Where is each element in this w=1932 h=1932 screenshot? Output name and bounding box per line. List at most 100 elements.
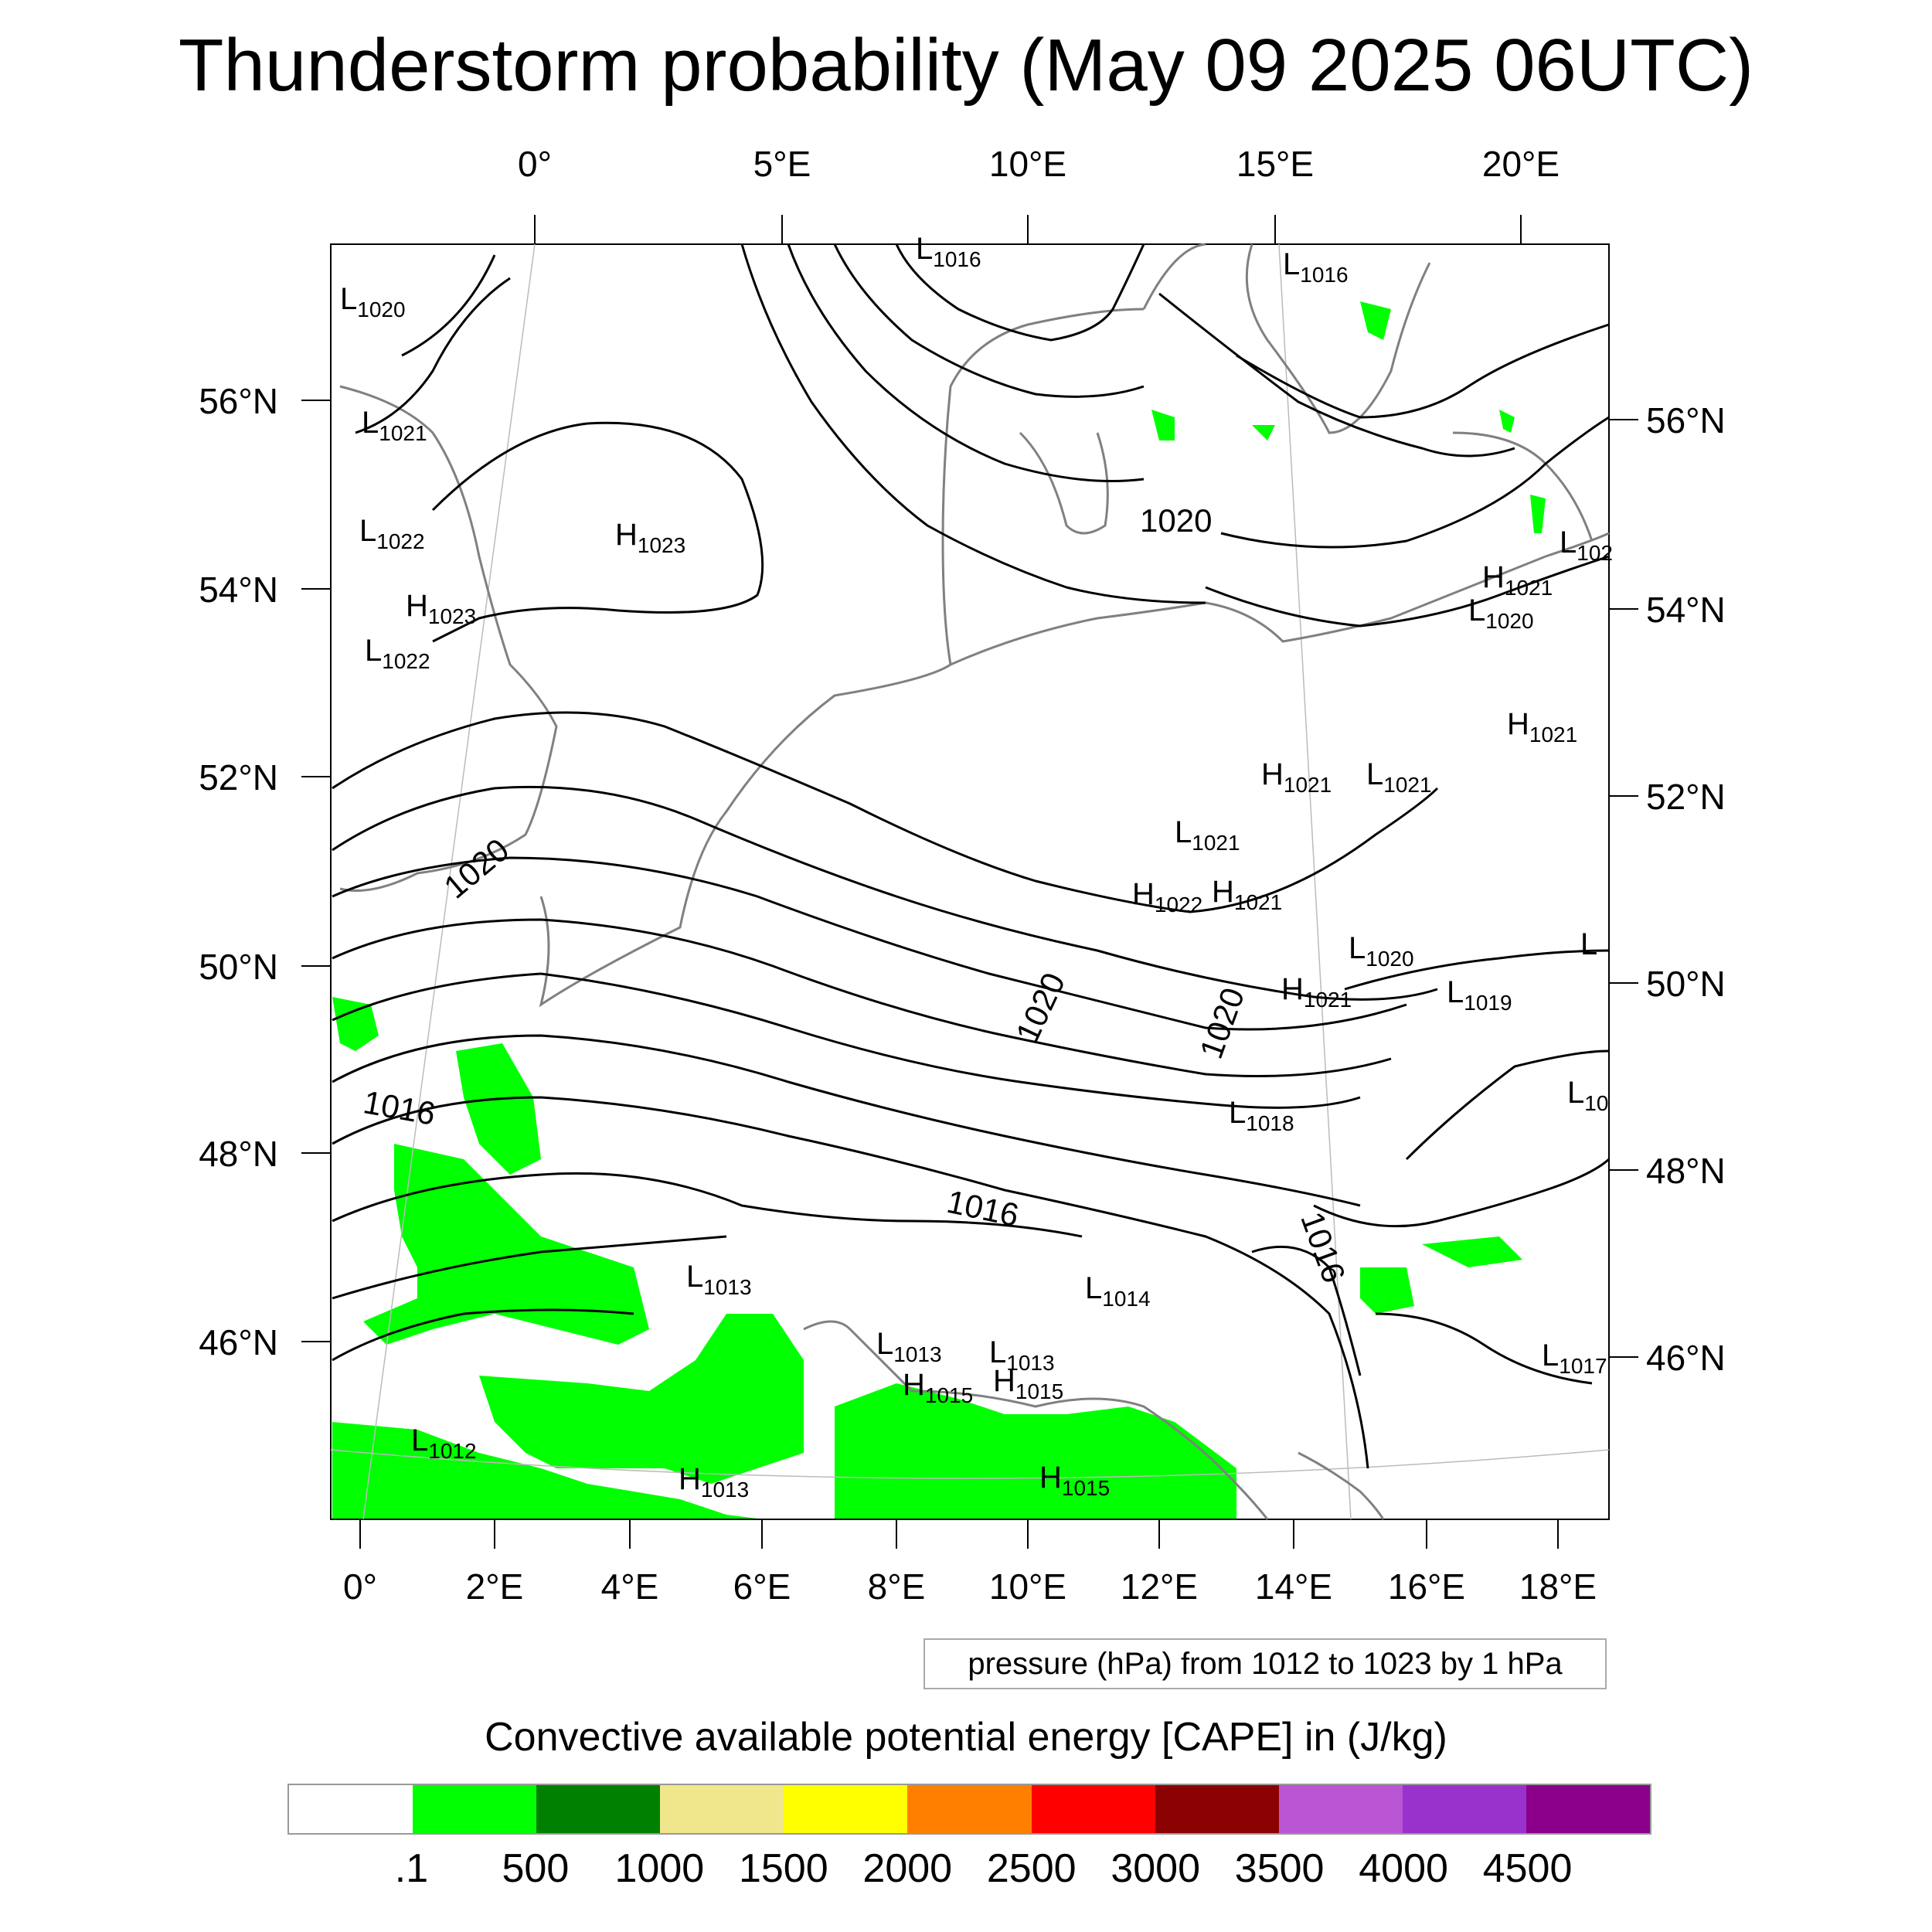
cape-area-alps [835, 1383, 1236, 1519]
pressure-center: H1022 [1132, 877, 1203, 917]
pressure-center: H1013 [679, 1462, 750, 1502]
pressure-center: H1021 [1281, 972, 1352, 1012]
lat-label-left: 56°N [199, 381, 278, 421]
cape-areas [332, 301, 1546, 1519]
pressure-center: L1014 [1085, 1271, 1151, 1311]
cape-area-baltic [1499, 410, 1515, 433]
cape-area-france-central [363, 1144, 649, 1345]
pressure-center: H1015 [903, 1368, 974, 1407]
pressure-center: L1016 [1283, 247, 1349, 287]
colorbar [287, 1784, 1651, 1835]
colorbar-swatch [413, 1785, 537, 1833]
colorbar-tick-label: 4500 [1482, 1846, 1573, 1891]
colorbar-swatch [907, 1785, 1032, 1833]
colorbar-swatch [1526, 1785, 1651, 1833]
pressure-center: L1013 [876, 1327, 942, 1366]
coast-baltic-south [950, 532, 1610, 666]
colorbar-swatch [1031, 1785, 1155, 1833]
colorbar-tick-label: 4000 [1359, 1846, 1448, 1891]
pressure-center: H1015 [1039, 1461, 1111, 1500]
colorbar-swatch [1278, 1785, 1403, 1833]
lon-label-bottom: 4°E [600, 1566, 659, 1607]
lat-label-right: 54°N [1646, 590, 1726, 630]
colorbar-tick-label: 3000 [1111, 1846, 1201, 1891]
pressure-center: L1021 [362, 406, 427, 445]
colorbar-swatch [536, 1785, 661, 1833]
colorbar-tick-label: 1500 [738, 1846, 828, 1891]
coast-britain [339, 385, 558, 892]
pressure-center: L1012 [411, 1423, 477, 1463]
colorbar-swatch [784, 1785, 908, 1833]
pressure-center: H1023 [615, 518, 686, 557]
lon-label-bottom: 0° [343, 1566, 377, 1607]
colorbar-tick-label: 2500 [986, 1846, 1077, 1891]
pressure-center: H1021 [1507, 707, 1578, 747]
lat-label-right: 56°N [1646, 400, 1726, 440]
colorbar-tick-label: 1000 [614, 1846, 705, 1891]
pressure-center: L1021 [1175, 815, 1240, 855]
pressure-center: L102 [1560, 526, 1613, 565]
lat-label-left: 46°N [199, 1322, 278, 1362]
pressure-center: L1019 [1447, 975, 1512, 1015]
lon-label-bottom: 2°E [465, 1566, 524, 1607]
cape-area-france-north [456, 1043, 541, 1175]
graticule [330, 243, 1610, 1520]
high-1023-ring [431, 421, 764, 643]
pressure-center: L1013 [686, 1260, 752, 1299]
colorbar-swatch [1155, 1785, 1279, 1833]
colorbar-title: Convective available potential energy [C… [485, 1715, 1447, 1760]
lat-label-left: 48°N [199, 1134, 278, 1174]
cape-area-sweden [1252, 425, 1275, 440]
lat-label-left: 50°N [199, 947, 278, 987]
pressure-center: L1020 [1468, 594, 1534, 633]
cape-area-france-south [479, 1314, 804, 1484]
lon-label-bottom: 16°E [1387, 1566, 1466, 1607]
colorbar-swatch [1402, 1785, 1526, 1833]
lat-label-right: 50°N [1646, 964, 1726, 1004]
cape-area-scandinavia-2 [1360, 301, 1391, 340]
pressure-center: L1016 [916, 232, 981, 271]
pressure-center: H1015 [993, 1364, 1064, 1403]
coastlines [339, 243, 1610, 1520]
lon-label-top: 10°E [988, 144, 1067, 184]
cape-area-hungary [1422, 1236, 1522, 1267]
pressure-center: L [1580, 927, 1598, 961]
lat-label-right: 52°N [1646, 777, 1726, 817]
colorbar-tick-label: 500 [502, 1846, 570, 1891]
pressure-center: L1022 [365, 634, 430, 673]
lon-label-bottom: 10°E [988, 1566, 1067, 1607]
coast-adriatic [1298, 1451, 1385, 1520]
lat-label-right: 46°N [1646, 1338, 1726, 1378]
coast-gulf-riga [1452, 431, 1594, 542]
colorbar-swatch [660, 1785, 784, 1833]
map-frame [330, 243, 1610, 1520]
lat-label-right: 48°N [1646, 1151, 1726, 1191]
lon-label-top: 0° [518, 144, 552, 184]
pressure-center: L1018 [1229, 1096, 1294, 1135]
colorbar-tick-label: 2000 [862, 1846, 953, 1891]
chart-title: Thunderstorm probability (May 09 2025 06… [178, 24, 1754, 107]
pressure-center: H1023 [406, 589, 477, 628]
lon-label-bottom: 12°E [1120, 1566, 1199, 1607]
coast-sweden [1142, 243, 1431, 434]
pressure-center: H1021 [1212, 875, 1283, 914]
lon-label-bottom: 6°E [733, 1566, 791, 1607]
colorbar-swatch [289, 1785, 413, 1833]
pressure-center: L1022 [359, 514, 425, 553]
lon-label-top: 20°E [1481, 144, 1560, 184]
pressure-center: H1021 [1261, 757, 1332, 797]
pressure-note: pressure (hPa) from 1012 to 1023 by 1 hP… [923, 1638, 1607, 1689]
cape-area-poland-ne [1530, 495, 1546, 533]
pressure-center: L1020 [1349, 931, 1414, 971]
axis-ticks [301, 215, 1638, 1549]
pressure-center: L1013 [989, 1335, 1055, 1375]
coast-denmark [1019, 431, 1109, 535]
pressure-contours [332, 243, 1611, 1469]
lat-label-left: 54°N [199, 570, 278, 610]
lon-label-top: 5°E [753, 144, 811, 184]
colorbar-tick-label: .1 [394, 1846, 429, 1891]
coast-mediterranean [803, 1320, 1269, 1520]
contour-1016 [332, 1096, 1369, 1469]
